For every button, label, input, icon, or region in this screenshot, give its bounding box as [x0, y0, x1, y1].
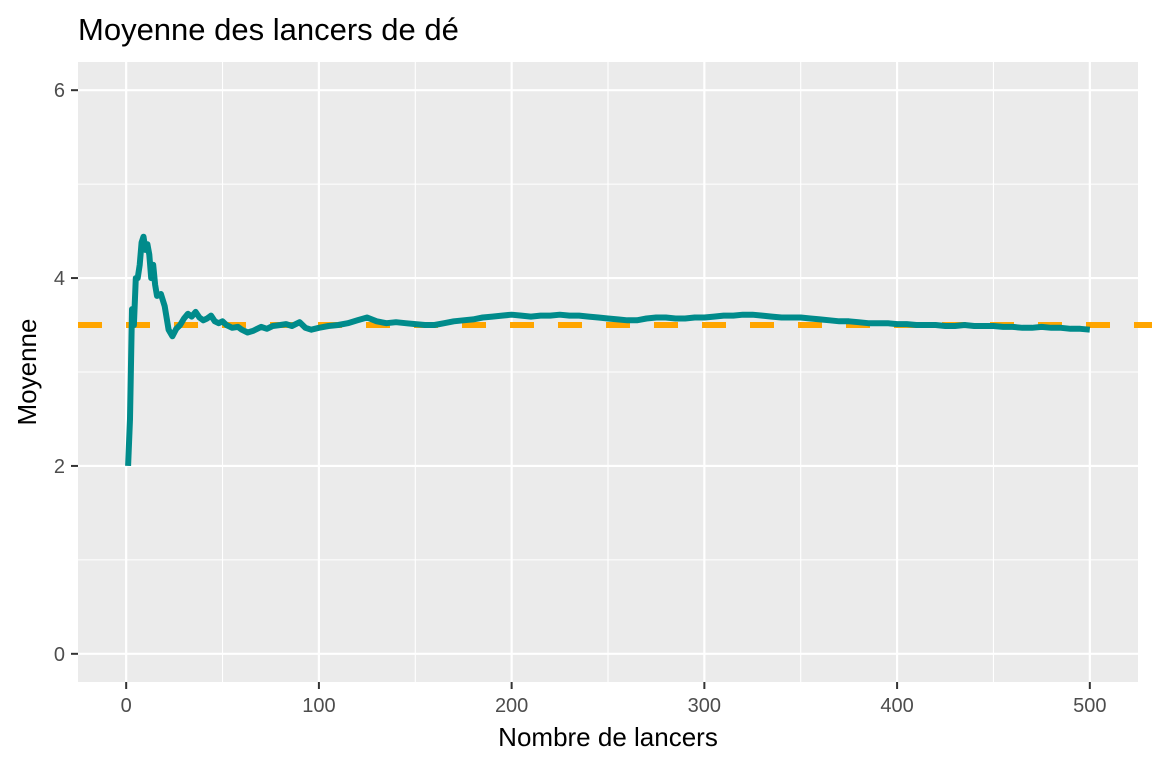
x-tick-label: 100	[302, 695, 335, 717]
x-tick-label: 500	[1073, 695, 1106, 717]
x-tick-label: 400	[880, 695, 913, 717]
x-tick-label: 200	[495, 695, 528, 717]
y-tick-label: 0	[54, 644, 65, 666]
chart-title: Moyenne des lancers de dé	[78, 12, 459, 47]
y-tick-label: 4	[54, 268, 65, 290]
x-axis: 0 100 200 300 400 500	[121, 682, 1107, 717]
y-tick-label: 2	[54, 456, 65, 478]
major-grid	[78, 62, 1138, 682]
x-tick-label: 0	[121, 695, 132, 717]
y-tick-label: 6	[54, 80, 65, 102]
x-tick-label: 300	[688, 695, 721, 717]
minor-grid	[78, 62, 1138, 682]
series-line	[125, 233, 1091, 467]
x-axis-title: Nombre de lancers	[498, 722, 718, 752]
y-axis-title: Moyenne	[12, 319, 42, 426]
y-axis: 0 2 4 6	[54, 80, 78, 666]
